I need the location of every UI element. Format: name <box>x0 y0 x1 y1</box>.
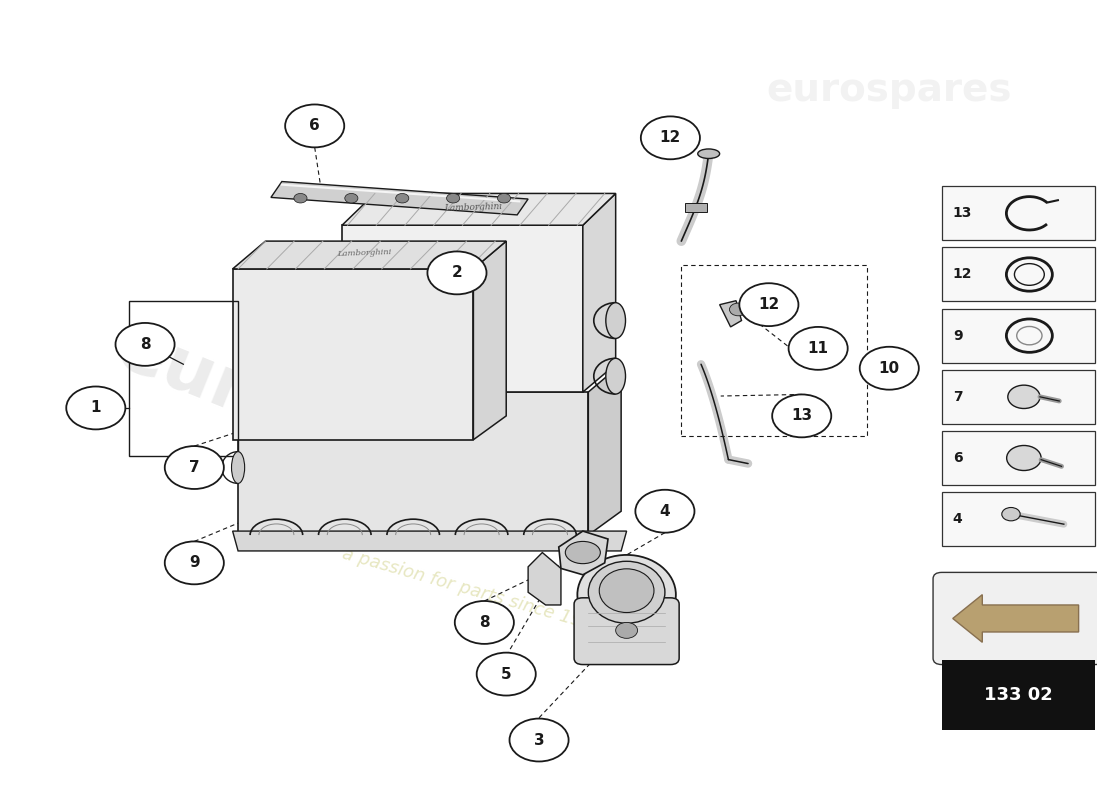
Polygon shape <box>232 531 627 551</box>
Text: 12: 12 <box>953 267 972 282</box>
Text: 12: 12 <box>758 297 780 312</box>
Bar <box>942 431 1094 485</box>
Circle shape <box>1002 507 1020 521</box>
Text: 2: 2 <box>452 266 462 280</box>
Text: 4: 4 <box>660 504 670 518</box>
Polygon shape <box>559 531 608 574</box>
Text: 12: 12 <box>660 130 681 146</box>
Polygon shape <box>342 226 583 392</box>
Text: 8: 8 <box>478 615 490 630</box>
Text: eurospares: eurospares <box>767 71 1012 109</box>
Circle shape <box>285 105 344 147</box>
Polygon shape <box>953 594 1079 642</box>
Bar <box>684 202 706 212</box>
FancyBboxPatch shape <box>933 572 1100 665</box>
Circle shape <box>165 446 224 489</box>
Bar <box>942 492 1094 546</box>
Circle shape <box>616 622 638 638</box>
Text: 3: 3 <box>534 733 544 747</box>
Ellipse shape <box>231 452 244 483</box>
Text: 10: 10 <box>879 361 900 376</box>
Text: 9: 9 <box>953 329 962 342</box>
Text: 8: 8 <box>140 337 151 352</box>
Polygon shape <box>232 269 473 440</box>
Circle shape <box>641 116 700 159</box>
Polygon shape <box>719 301 741 327</box>
Text: eurospares: eurospares <box>107 314 556 550</box>
Text: 7: 7 <box>189 460 199 475</box>
Circle shape <box>116 323 175 366</box>
Bar <box>942 370 1094 424</box>
Ellipse shape <box>588 562 664 623</box>
Ellipse shape <box>606 302 626 338</box>
Ellipse shape <box>578 555 675 634</box>
Text: 13: 13 <box>953 206 972 220</box>
Text: 6: 6 <box>309 118 320 134</box>
Text: 9: 9 <box>189 555 199 570</box>
Bar <box>942 247 1094 302</box>
Circle shape <box>860 346 918 390</box>
Text: 1: 1 <box>90 401 101 415</box>
Circle shape <box>454 601 514 644</box>
Text: Lamborghini: Lamborghini <box>444 202 503 214</box>
Bar <box>942 660 1094 730</box>
Circle shape <box>789 327 848 370</box>
Text: 133 02: 133 02 <box>984 686 1053 704</box>
Polygon shape <box>232 241 506 269</box>
Text: a passion for parts since 1985: a passion for parts since 1985 <box>340 545 606 637</box>
Bar <box>129 301 238 456</box>
Circle shape <box>447 194 460 203</box>
Circle shape <box>428 251 486 294</box>
Polygon shape <box>583 194 616 392</box>
Text: 11: 11 <box>807 341 828 356</box>
FancyBboxPatch shape <box>574 598 679 665</box>
Ellipse shape <box>697 149 719 158</box>
Polygon shape <box>238 392 589 535</box>
Text: 4: 4 <box>953 512 962 526</box>
Bar <box>942 186 1094 240</box>
Ellipse shape <box>606 358 626 394</box>
Polygon shape <box>473 241 506 440</box>
Text: 5: 5 <box>500 666 512 682</box>
Circle shape <box>66 386 125 430</box>
Circle shape <box>729 303 747 316</box>
Polygon shape <box>271 182 528 215</box>
Circle shape <box>344 194 358 203</box>
Bar <box>942 309 1094 362</box>
Circle shape <box>396 194 409 203</box>
Circle shape <box>165 542 224 584</box>
Circle shape <box>509 718 569 762</box>
Circle shape <box>294 194 307 203</box>
Polygon shape <box>342 194 616 226</box>
Circle shape <box>739 283 799 326</box>
Circle shape <box>497 194 510 203</box>
Circle shape <box>1008 385 1040 409</box>
Circle shape <box>476 653 536 695</box>
Text: 13: 13 <box>791 408 812 423</box>
Text: Lamborghini: Lamborghini <box>337 248 392 258</box>
Polygon shape <box>528 553 561 605</box>
Circle shape <box>636 490 694 533</box>
Circle shape <box>1006 446 1041 470</box>
Text: 6: 6 <box>953 451 962 465</box>
Ellipse shape <box>565 542 601 564</box>
Ellipse shape <box>600 569 654 613</box>
Text: 7: 7 <box>953 390 962 404</box>
Polygon shape <box>588 364 621 535</box>
Circle shape <box>772 394 832 438</box>
